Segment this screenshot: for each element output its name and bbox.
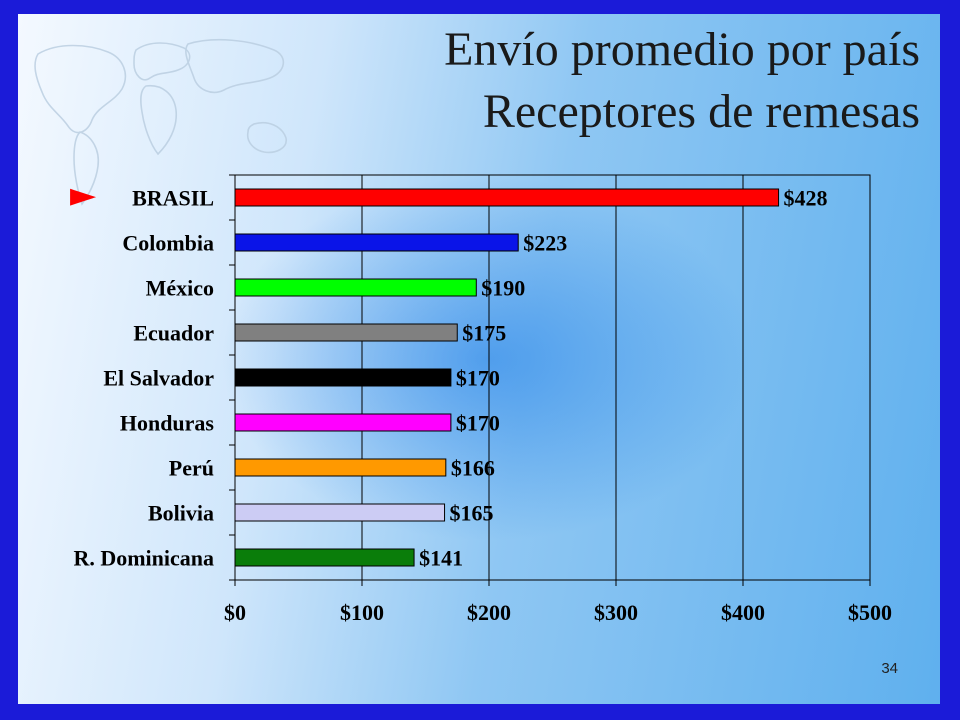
world-map-watermark-icon xyxy=(34,38,287,206)
bar-ecuador xyxy=(234,323,458,342)
data-label: $175 xyxy=(462,321,506,346)
page-number: 34 xyxy=(881,660,898,677)
data-label: $141 xyxy=(419,546,463,571)
bar-colombia xyxy=(234,233,519,252)
bar-el-salvador xyxy=(234,368,452,387)
category-label: El Salvador xyxy=(103,366,214,391)
category-label: R. Dominicana xyxy=(73,546,214,571)
data-label: $190 xyxy=(481,276,525,301)
data-label: $166 xyxy=(451,456,495,481)
category-label: Colombia xyxy=(122,231,214,256)
category-label: Honduras xyxy=(120,411,215,436)
data-label: $223 xyxy=(523,231,567,256)
bar-honduras xyxy=(234,413,452,432)
slide-background xyxy=(18,14,940,704)
bar-bolivia xyxy=(234,503,446,522)
x-tick-label: $400 xyxy=(721,600,765,625)
bar-m-xico xyxy=(234,278,477,297)
category-label: Bolivia xyxy=(148,501,214,526)
x-tick-label: $300 xyxy=(594,600,638,625)
category-label: México xyxy=(146,276,214,301)
bar-per- xyxy=(234,458,447,477)
category-label: Perú xyxy=(169,456,214,481)
data-label: $170 xyxy=(456,366,500,391)
bar-brasil xyxy=(234,188,780,207)
category-label: Ecuador xyxy=(133,321,214,346)
x-tick-label: $0 xyxy=(224,600,246,625)
bar-r-dominicana xyxy=(234,548,415,567)
highlight-arrow-icon: ► xyxy=(70,175,97,215)
x-tick-label: $100 xyxy=(340,600,384,625)
x-tick-label: $500 xyxy=(848,600,892,625)
data-label: $165 xyxy=(450,501,494,526)
data-label: $170 xyxy=(456,411,500,436)
data-label: $428 xyxy=(784,186,828,211)
category-label: BRASIL xyxy=(132,186,214,211)
slide-title-line1: Envío promedio por país xyxy=(444,23,920,76)
x-tick-label: $200 xyxy=(467,600,511,625)
slide-title-line2: Receptores de remesas xyxy=(482,85,920,138)
